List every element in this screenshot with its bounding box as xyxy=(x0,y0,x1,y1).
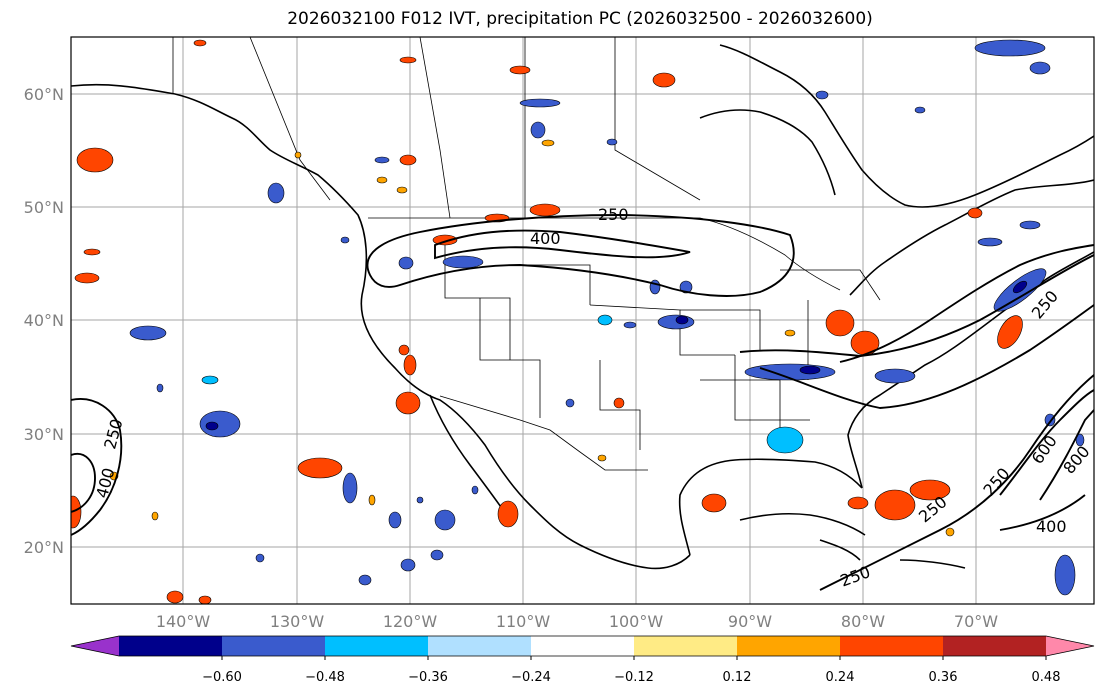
lon-label-140w: 140°W xyxy=(156,612,211,631)
colorbar-segment xyxy=(840,636,944,656)
lon-label-70w: 70°W xyxy=(954,612,998,631)
colorbar-extend-low xyxy=(71,636,119,656)
colorbar-ticks: −0.60 −0.48 −0.36 −0.24 −0.12 0.12 0.24 0.36 0.4… xyxy=(202,656,1061,685)
colorbar-tick-label: −0.24 xyxy=(511,670,551,685)
contour-label-250-north: 250 xyxy=(598,205,629,224)
colorbar-outline xyxy=(70,635,1095,657)
colorbar-extend-high xyxy=(1046,636,1094,656)
lat-label-60n: 60°N xyxy=(24,85,64,104)
colorbar-segment xyxy=(634,636,738,656)
colorbar xyxy=(70,635,1095,657)
colorbar-tick-label: 0.12 xyxy=(723,670,752,685)
colorbar-segment xyxy=(428,636,532,656)
latitude-labels: 60°N 50°N 40°N 30°N 20°N xyxy=(24,85,64,557)
lon-label-100w: 100°W xyxy=(609,612,664,631)
lon-label-120w: 120°W xyxy=(383,612,438,631)
lon-label-80w: 80°W xyxy=(841,612,885,631)
colorbar-tick-label: 0.24 xyxy=(826,670,855,685)
colorbar-tick-label: 0.36 xyxy=(929,670,958,685)
colorbar-tick-label: −0.48 xyxy=(305,670,345,685)
lon-label-90w: 90°W xyxy=(728,612,772,631)
lat-label-50n: 50°N xyxy=(24,198,64,217)
contour-label-400-north: 400 xyxy=(530,229,561,248)
colorbar-segment xyxy=(325,636,429,656)
longitude-labels: 140°W 130°W 120°W 110°W 100°W 90°W 80°W … xyxy=(156,612,998,631)
coastlines xyxy=(71,44,1094,570)
colorbar-tick-label: −0.36 xyxy=(408,670,448,685)
colorbar-segment xyxy=(531,636,635,656)
colorbar-tick-label: 0.48 xyxy=(1032,670,1061,685)
graticule xyxy=(71,37,1094,604)
lat-label-40n: 40°N xyxy=(24,311,64,330)
colorbar-tick-label: −0.12 xyxy=(614,670,654,685)
precip-anomaly-shading xyxy=(71,39,1085,604)
colorbar-segment xyxy=(737,636,841,656)
ivt-contours xyxy=(71,214,1094,591)
colorbar-segment xyxy=(119,636,223,656)
lon-label-130w: 130°W xyxy=(270,612,325,631)
map-frame xyxy=(70,36,1095,605)
lat-label-30n: 30°N xyxy=(24,425,64,444)
lon-label-110w: 110°W xyxy=(496,612,551,631)
colorbar-tick-label: −0.60 xyxy=(202,670,242,685)
contour-label-400-southeast: 400 xyxy=(1036,517,1067,536)
colorbar-segment xyxy=(222,636,326,656)
lat-label-20n: 20°N xyxy=(24,538,64,557)
colorbar-segment xyxy=(943,636,1047,656)
map-title: 2026032100 F012 IVT, precipitation PC (2… xyxy=(287,9,873,29)
